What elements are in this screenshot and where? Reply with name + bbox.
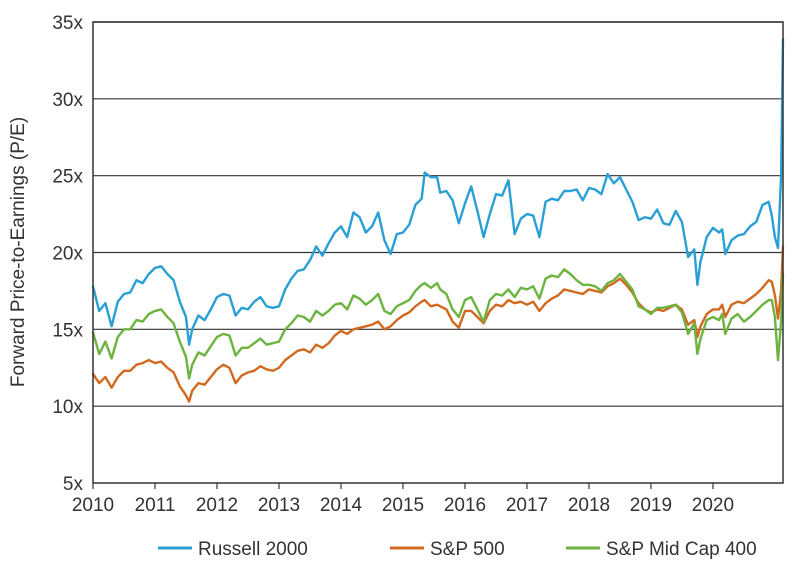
legend-label: Russell 2000 (198, 539, 308, 560)
x-tick-label: 2014 (320, 495, 363, 516)
y-tick-label: 10x (52, 397, 83, 418)
series-line-0 (91, 37, 785, 346)
x-tick-label: 2016 (444, 495, 486, 516)
plot-frame (92, 21, 784, 484)
x-tick-label: 2013 (258, 495, 300, 516)
legend-label: S&P 500 (430, 539, 505, 560)
y-tick-label: 15x (52, 320, 83, 341)
legend-label: S&P Mid Cap 400 (606, 539, 757, 560)
y-tick-label: 25x (52, 167, 83, 188)
y-tick-label: 35x (52, 13, 83, 34)
x-tick-label: 2017 (506, 495, 548, 516)
y-tick-label: 20x (52, 244, 83, 265)
x-tick-label: 2011 (135, 495, 176, 516)
x-tick-label: 2010 (72, 495, 114, 516)
series-line-1 (91, 245, 785, 403)
legend: Russell 2000 S&P 500 S&P Mid Cap 400 (158, 539, 757, 560)
x-tick-label: 2019 (630, 495, 672, 516)
y-tick-label: 30x (52, 90, 83, 111)
y-axis-title: Forward Price-to-Earnings (P/E) (8, 117, 29, 387)
axes-layer: 5x 10x 15x 20x 25x 30x 35x 2010 2011 2012 2013 2014… (52, 13, 784, 516)
x-tick-label: 2015 (382, 495, 424, 516)
series-line-2 (91, 268, 785, 380)
x-tick-label: 2012 (196, 495, 238, 516)
x-tick-label: 2018 (568, 495, 610, 516)
y-tick-label: 5x (63, 474, 84, 495)
series-layer (91, 37, 785, 403)
x-tick-label: 2020 (692, 495, 734, 516)
grid-layer (93, 21, 783, 407)
